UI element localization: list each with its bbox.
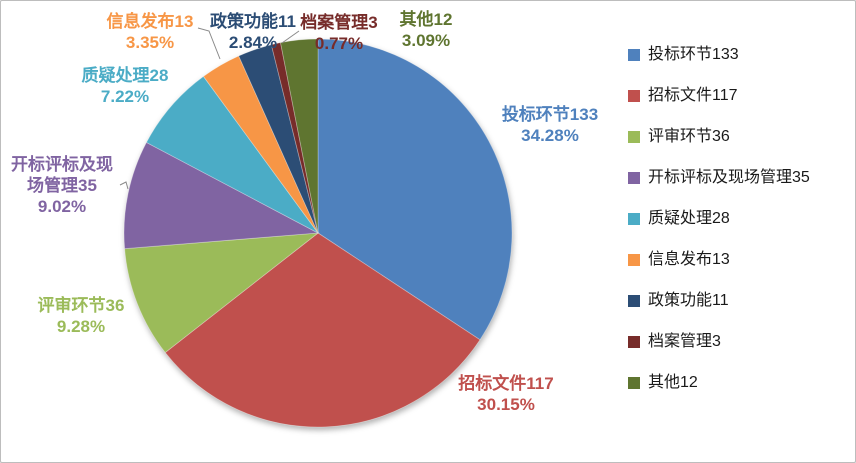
pie-label-text: 政策功能11 [210, 12, 296, 31]
legend-label: 信息发布13 [648, 250, 730, 268]
pie-slice-3[interactable] [123, 141, 320, 250]
pie-slice-2[interactable] [124, 232, 320, 354]
legend-item-zhiyichuli[interactable]: 质疑处理28 [628, 198, 810, 239]
pie-label-text: 开标评标及现场管理35 [11, 155, 113, 195]
pie-slice-7[interactable] [270, 42, 319, 234]
legend-swatch [628, 253, 640, 266]
legend-item-pingshenhuanjie[interactable]: 评审环节36 [628, 116, 810, 157]
legend-label: 档案管理3 [648, 332, 721, 350]
pie-label-zhaobiaowenjian: 招标文件117 30.15% [458, 373, 553, 415]
legend-label: 评审环节36 [648, 127, 730, 145]
pie-label-pingshenhuanjie: 评审环节36 9.28% [38, 295, 125, 337]
pie-label-xinxifabu: 信息发布13 3.35% [107, 11, 194, 53]
legend-item-zhaobiaowenjian[interactable]: 招标文件117 [628, 75, 810, 116]
legend-label: 政策功能11 [648, 291, 729, 309]
leader-line-kaibiao [119, 181, 129, 190]
pie-label-percent: 9.02% [37, 197, 87, 216]
leader-line-danganguanli [281, 30, 300, 44]
pie-slice-5[interactable] [202, 55, 319, 234]
pie-slice-6[interactable] [238, 44, 319, 234]
pie-label-percent: 2.84% [228, 33, 278, 52]
leader-line-xinxifabu [197, 27, 221, 60]
legend-item-xinxifabu[interactable]: 信息发布13 [628, 239, 810, 280]
pie-label-percent: 30.15% [477, 395, 535, 414]
legend-item-zhengcegongneng[interactable]: 政策功能11 [628, 280, 810, 321]
legend-label: 其他12 [648, 373, 698, 391]
legend-swatch [628, 294, 640, 307]
legend-label: 质疑处理28 [648, 209, 730, 227]
pie-label-percent: 3.35% [125, 33, 175, 52]
leader-lines [119, 27, 300, 190]
legend-swatch [628, 335, 640, 348]
legend: 投标环节133 招标文件117 评审环节36 开标评标及现场管理35 质疑处理2… [628, 34, 810, 403]
legend-item-kaibiaopingbiao[interactable]: 开标评标及现场管理35 [628, 157, 810, 198]
legend-item-toubiaohuanjie[interactable]: 投标环节133 [628, 34, 810, 75]
pie-label-danganguanli: 档案管理3 0.77% [300, 12, 377, 54]
pie-label-kaibiaopingbiao: 开标评标及现场管理35 9.02% [9, 154, 115, 217]
legend-swatch [628, 130, 640, 143]
pie-label-text: 质疑处理28 [81, 66, 169, 85]
pie-label-percent: 7.22% [100, 87, 150, 106]
legend-swatch [628, 48, 640, 61]
pie-label-percent: 9.28% [56, 317, 106, 336]
legend-swatch [628, 376, 640, 389]
pie-label-zhengcegongneng: 政策功能11 2.84% [210, 11, 296, 53]
pie-label-text: 投标环节133 [501, 105, 599, 124]
pie-label-text: 招标文件117 [458, 374, 554, 393]
legend-item-danganguanli[interactable]: 档案管理3 [628, 321, 810, 362]
legend-swatch [628, 89, 640, 102]
legend-label: 开标评标及现场管理35 [648, 168, 810, 186]
pie-label-percent: 3.09% [401, 31, 451, 50]
pie-label-toubiaohuanjie: 投标环节133 34.28% [502, 104, 598, 146]
pie-slice-8[interactable] [280, 38, 319, 234]
legend-item-qita[interactable]: 其他12 [628, 362, 810, 403]
pie-label-text: 评审环节36 [37, 296, 125, 315]
pie-label-zhiyichuli: 质疑处理28 7.22% [82, 65, 169, 107]
legend-swatch [628, 171, 640, 184]
legend-label: 投标环节133 [648, 45, 739, 63]
pie-label-text: 信息发布13 [106, 12, 194, 31]
legend-swatch [628, 212, 640, 225]
pie-label-percent: 0.77% [314, 34, 364, 53]
legend-label: 招标文件117 [648, 86, 738, 104]
pie-label-qita: 其他12 3.09% [400, 9, 453, 51]
pie-slice-1[interactable] [164, 232, 481, 428]
pie-label-text: 其他12 [399, 10, 453, 29]
pie-slice-4[interactable] [145, 75, 319, 234]
pie-label-text: 档案管理3 [300, 13, 378, 32]
pie-slice-0[interactable] [317, 38, 513, 341]
pie-label-percent: 34.28% [521, 126, 579, 145]
